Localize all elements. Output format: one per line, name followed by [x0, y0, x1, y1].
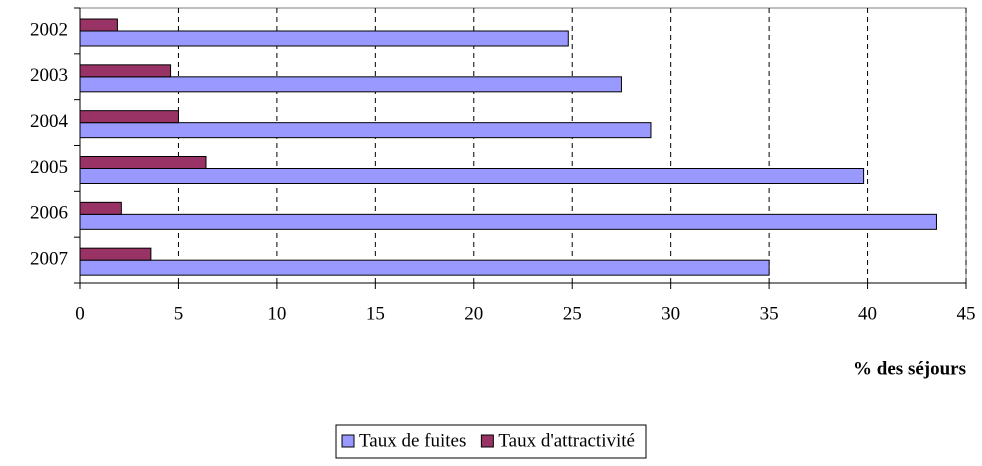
x-tick-label: 30: [661, 303, 680, 324]
bar: [79, 30, 569, 47]
bar: [79, 201, 122, 215]
bar: [79, 247, 152, 261]
x-tick-label: 45: [957, 303, 976, 324]
y-tick-label: 2006: [30, 203, 68, 224]
plot-area: [79, 7, 967, 284]
legend-label: Taux de fuites: [359, 430, 466, 451]
bar: [79, 64, 172, 78]
bar: [79, 122, 652, 139]
legend-swatch: [480, 434, 494, 448]
x-tick-label: 25: [563, 303, 582, 324]
x-tick-label: 20: [464, 303, 483, 324]
bar: [79, 18, 118, 32]
y-tick-label: 2004: [30, 111, 69, 132]
x-tick-label: 0: [75, 303, 85, 324]
y-tick-label: 2007: [30, 248, 68, 269]
x-tick-label: 40: [858, 303, 877, 324]
legend-swatch: [341, 434, 355, 448]
bar: [79, 259, 770, 276]
y-tick-label: 2002: [30, 19, 68, 40]
x-tick-label: 5: [174, 303, 184, 324]
x-tick-label: 35: [760, 303, 779, 324]
y-tick-label: 2005: [30, 157, 68, 178]
x-tick-label: 15: [366, 303, 385, 324]
bar: [79, 76, 622, 93]
legend: Taux de fuites Taux d'attractivité: [335, 424, 647, 459]
legend-label: Taux d'attractivité: [498, 430, 635, 451]
y-tick-label: 2003: [30, 65, 68, 86]
bar: [79, 156, 207, 169]
bar: [79, 213, 937, 230]
x-tick-label: 10: [267, 303, 286, 324]
x-axis-label: % des séjours: [853, 358, 966, 379]
bar: [79, 168, 865, 184]
bar: [79, 110, 179, 124]
